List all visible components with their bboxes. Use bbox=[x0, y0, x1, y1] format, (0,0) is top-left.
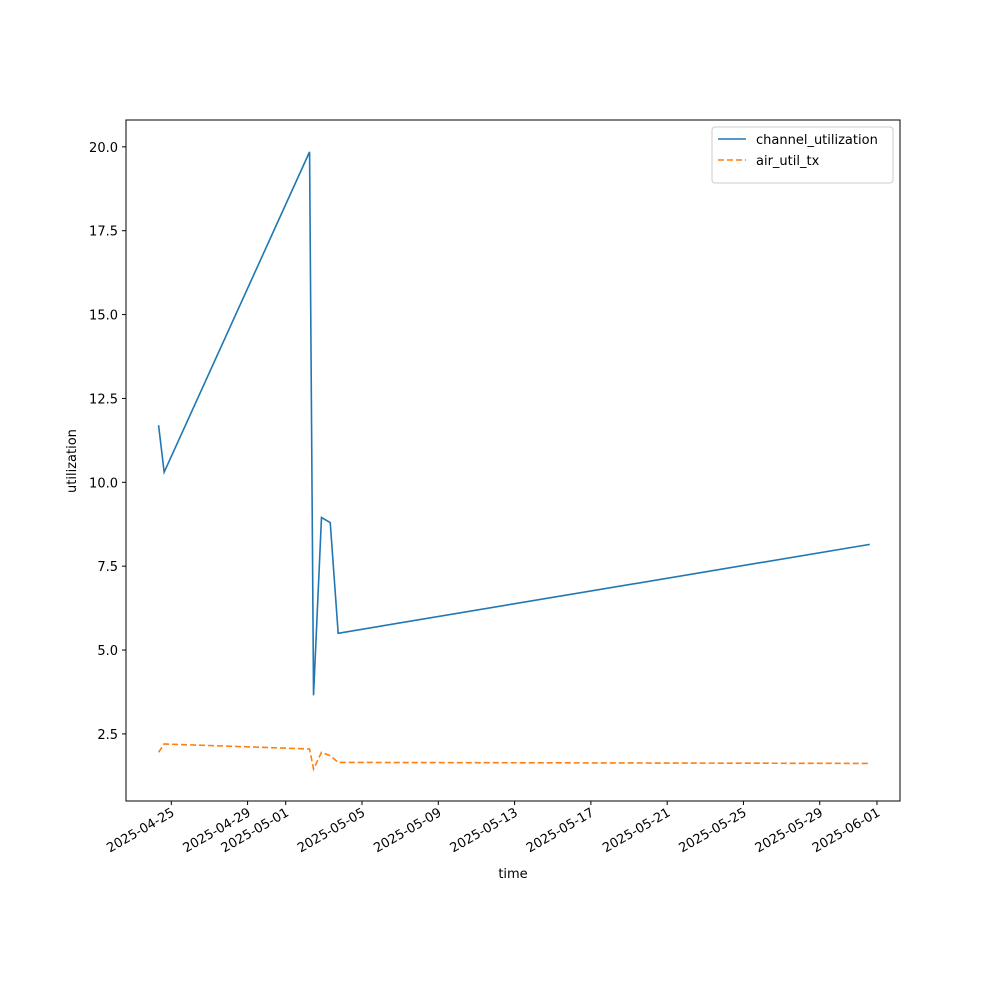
x-tick-label: 2025-05-05 bbox=[295, 805, 368, 856]
x-tick-label: 2025-05-13 bbox=[448, 805, 521, 856]
x-tick-label: 2025-04-25 bbox=[104, 805, 177, 856]
data-line bbox=[157, 743, 870, 772]
y-tick-label: 12.5 bbox=[89, 392, 118, 407]
x-tick-label: 2025-05-25 bbox=[677, 805, 750, 856]
data-line bbox=[157, 151, 870, 696]
y-tick-label: 7.5 bbox=[97, 560, 118, 575]
legend-box bbox=[711, 126, 894, 184]
y-tick-label: 20.0 bbox=[89, 141, 118, 156]
y-tick-label: 2.5 bbox=[97, 728, 118, 743]
legend-label: channel_utilization bbox=[756, 133, 878, 148]
x-tick-label: 2025-05-09 bbox=[371, 805, 444, 856]
y-tick-label: 15.0 bbox=[89, 309, 118, 324]
y-axis-label: utilization bbox=[65, 429, 80, 493]
y-tick-label: 5.0 bbox=[97, 644, 118, 659]
legend-label: air_util_tx bbox=[756, 154, 820, 169]
y-tick-label: 17.5 bbox=[89, 225, 118, 240]
x-axis-label: time bbox=[498, 867, 527, 882]
x-tick-label: 2025-05-21 bbox=[600, 805, 673, 856]
plot-frame bbox=[125, 119, 901, 802]
x-tick-label: 2025-05-17 bbox=[524, 805, 597, 856]
y-tick-label: 10.0 bbox=[89, 476, 118, 491]
